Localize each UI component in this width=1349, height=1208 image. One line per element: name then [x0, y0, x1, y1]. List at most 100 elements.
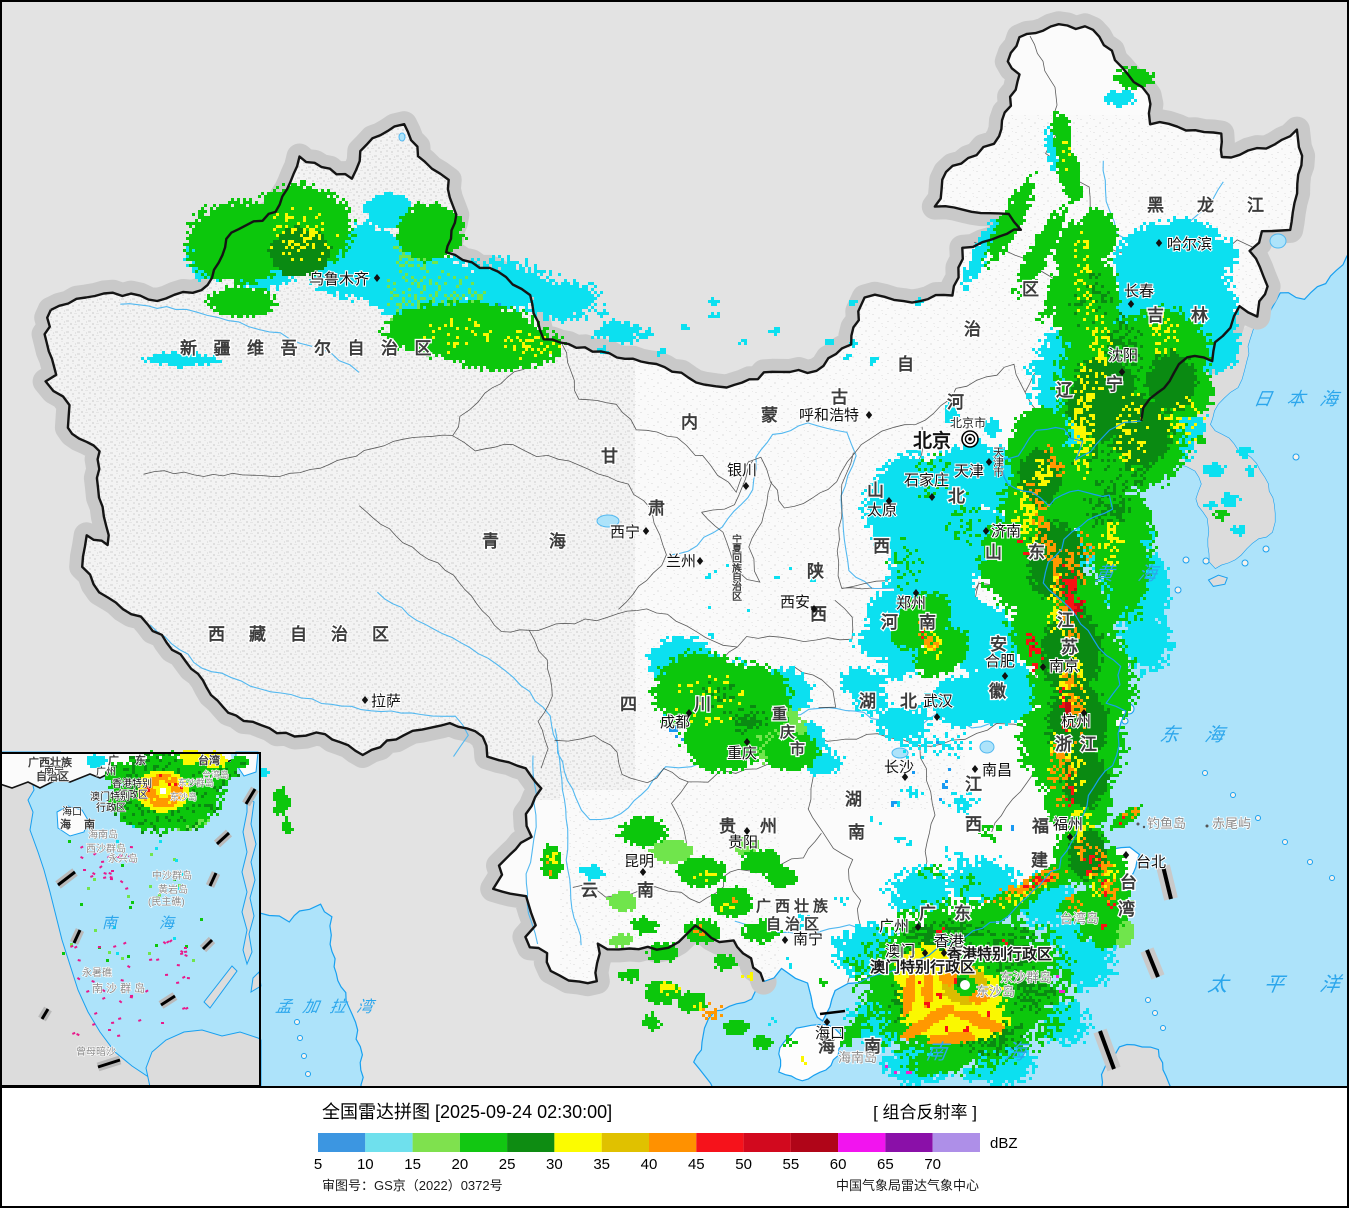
svg-text:钓鱼岛: 钓鱼岛: [1147, 816, 1186, 831]
svg-text:澳门特别行政区: 澳门特别行政区: [870, 958, 975, 976]
svg-text:赤尾屿: 赤尾屿: [1212, 816, 1251, 831]
svg-text:武汉: 武汉: [923, 693, 953, 710]
svg-text:广: 广: [108, 753, 119, 767]
svg-text:哈尔滨: 哈尔滨: [1167, 236, 1212, 253]
svg-text:市: 市: [993, 465, 1004, 479]
svg-text:长春: 长春: [1124, 283, 1154, 300]
svg-text:香港特别: 香港特别: [112, 778, 152, 790]
svg-text:天: 天: [993, 447, 1004, 459]
svg-text:中沙群岛: 中沙群岛: [152, 869, 192, 882]
svg-text:北: 北: [900, 692, 917, 711]
svg-text:东: 东: [954, 903, 971, 923]
svg-text:东沙岛: 东沙岛: [976, 984, 1015, 999]
svg-text:四: 四: [620, 695, 637, 714]
svg-text:山: 山: [985, 543, 1002, 562]
svg-text:区: 区: [1022, 280, 1039, 299]
svg-text:永暑礁: 永暑礁: [82, 966, 112, 979]
svg-text:江: 江: [1247, 196, 1264, 215]
svg-text:55: 55: [783, 1156, 800, 1173]
svg-text:台湾岛: 台湾岛: [202, 769, 229, 780]
svg-text:甘: 甘: [601, 446, 618, 466]
svg-text:5: 5: [314, 1156, 322, 1173]
svg-text:古: 古: [831, 387, 848, 407]
svg-text:南宁: 南宁: [793, 931, 823, 948]
svg-text:长沙: 长沙: [884, 759, 914, 776]
svg-text:台北: 台北: [1136, 854, 1166, 871]
svg-text:香港: 香港: [934, 933, 964, 950]
svg-text:西沙群岛: 西沙群岛: [86, 842, 126, 855]
svg-text:河: 河: [947, 393, 964, 412]
svg-text:40: 40: [641, 1156, 658, 1173]
svg-text:45: 45: [688, 1156, 705, 1173]
svg-text:重: 重: [772, 705, 787, 723]
svg-text:西: 西: [965, 815, 982, 834]
svg-text:郑州: 郑州: [896, 595, 926, 612]
svg-text:曾母暗沙: 曾母暗沙: [76, 1045, 116, 1058]
svg-text:广州: 广州: [96, 766, 116, 778]
svg-text:海南岛: 海南岛: [88, 828, 118, 841]
svg-text:庆: 庆: [780, 723, 795, 741]
svg-text:苏: 苏: [1061, 637, 1078, 657]
svg-text:澳门特别: 澳门特别: [90, 790, 130, 803]
svg-text:贵阳: 贵阳: [728, 834, 758, 851]
svg-text:津: 津: [993, 456, 1004, 469]
svg-text:建: 建: [1031, 850, 1048, 870]
svg-text:东: 东: [1028, 542, 1045, 562]
svg-text:治: 治: [964, 319, 981, 339]
svg-text:福: 福: [1031, 816, 1049, 836]
svg-text:蒙: 蒙: [761, 405, 778, 425]
svg-text:合肥: 合肥: [985, 653, 1015, 670]
svg-text:石家庄: 石家庄: [904, 471, 949, 489]
svg-text:市: 市: [790, 740, 805, 758]
svg-text:15: 15: [404, 1156, 421, 1173]
svg-text:南海: 南海: [102, 915, 216, 932]
svg-text:东: 东: [135, 753, 146, 767]
svg-text:江: 江: [1080, 735, 1097, 754]
svg-text:自治区: 自治区: [766, 915, 823, 933]
svg-text:江: 江: [1057, 611, 1074, 630]
svg-text:南: 南: [84, 817, 95, 831]
svg-text:江: 江: [965, 775, 982, 794]
svg-text:辽: 辽: [1056, 381, 1074, 400]
svg-text:成都: 成都: [660, 714, 690, 731]
svg-text:南: 南: [637, 880, 654, 900]
svg-text:黄岩岛: 黄岩岛: [158, 883, 188, 896]
svg-text:沈阳: 沈阳: [1108, 347, 1138, 364]
svg-text:西宁: 西宁: [610, 524, 640, 541]
svg-text:南昌: 南昌: [982, 762, 1012, 779]
svg-text:东沙岛: 东沙岛: [170, 791, 197, 802]
svg-text:福州: 福州: [1053, 816, 1083, 833]
svg-text:海口: 海口: [815, 1025, 845, 1042]
svg-text:东海: 东海: [1158, 724, 1252, 746]
svg-text:湖: 湖: [859, 692, 876, 711]
svg-text:徽: 徽: [988, 681, 1007, 701]
svg-text:台湾岛: 台湾岛: [1060, 911, 1099, 926]
svg-text:安: 安: [990, 634, 1007, 654]
svg-text:广西壮族: 广西壮族: [756, 897, 832, 915]
svg-text:广西壮族: 广西壮族: [28, 755, 73, 769]
svg-text:南: 南: [864, 1036, 881, 1056]
svg-text:35: 35: [593, 1156, 610, 1173]
svg-text:(民主礁): (民主礁): [148, 895, 185, 908]
svg-text:西安: 西安: [780, 594, 810, 611]
svg-text:行政区: 行政区: [96, 801, 126, 814]
svg-text:云: 云: [581, 881, 598, 900]
svg-text:内: 内: [681, 412, 698, 432]
svg-text:海口: 海口: [62, 805, 82, 818]
svg-text:海南岛: 海南岛: [838, 1050, 877, 1065]
svg-text:台: 台: [1120, 872, 1137, 892]
svg-text:河: 河: [881, 613, 898, 632]
svg-text:南海: 南海: [924, 1041, 1086, 1064]
svg-text:吉: 吉: [1147, 306, 1164, 325]
svg-text:重庆: 重庆: [727, 745, 757, 762]
svg-text:dBZ: dBZ: [990, 1135, 1018, 1152]
svg-text:肃: 肃: [648, 499, 665, 518]
svg-text:陕: 陕: [807, 561, 824, 581]
svg-text:日本海: 日本海: [1252, 389, 1349, 409]
svg-text:新疆维吾尔自治区: 新疆维吾尔自治区: [180, 338, 448, 358]
svg-text:[ 组合反射率 ]: [ 组合反射率 ]: [873, 1103, 977, 1122]
svg-text:宁: 宁: [732, 533, 742, 546]
svg-text:龙: 龙: [1196, 195, 1214, 215]
svg-text:南: 南: [919, 612, 936, 632]
svg-text:孟加拉湾: 孟加拉湾: [274, 998, 385, 1016]
